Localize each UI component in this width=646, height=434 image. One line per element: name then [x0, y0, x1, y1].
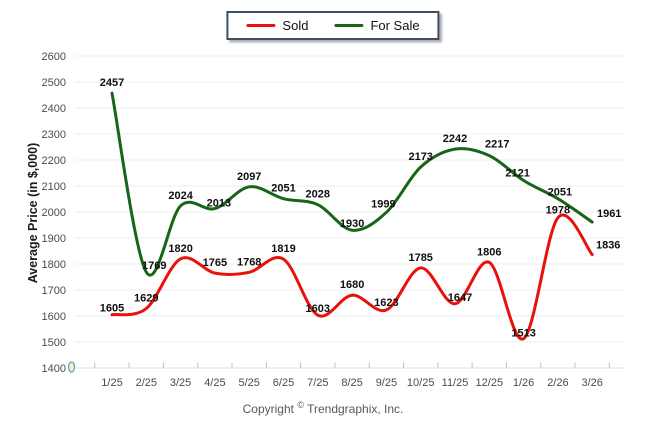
- svg-text:10/25: 10/25: [407, 377, 435, 389]
- svg-text:4/25: 4/25: [204, 377, 225, 389]
- copyright-text: Copyright © Trendgraphix, Inc.: [0, 400, 646, 416]
- svg-text:1513: 1513: [511, 328, 535, 340]
- svg-text:2097: 2097: [237, 171, 261, 183]
- svg-text:1900: 1900: [42, 233, 66, 245]
- svg-text:2121: 2121: [505, 168, 529, 180]
- svg-text:1819: 1819: [271, 243, 295, 255]
- svg-text:2051: 2051: [271, 183, 295, 195]
- svg-text:6/25: 6/25: [273, 377, 294, 389]
- svg-text:1930: 1930: [340, 218, 364, 230]
- copyright-symbol: ©: [297, 400, 304, 410]
- svg-text:2500: 2500: [42, 77, 66, 89]
- svg-text:1/25: 1/25: [101, 377, 122, 389]
- svg-text:1647: 1647: [448, 292, 472, 304]
- svg-text:2217: 2217: [485, 139, 509, 151]
- for-sale-line-swatch: [334, 24, 364, 27]
- svg-text:9/25: 9/25: [376, 377, 397, 389]
- svg-text:2242: 2242: [443, 133, 467, 145]
- sold-line-swatch: [246, 24, 276, 27]
- svg-text:1765: 1765: [203, 257, 227, 269]
- legend-label-sold: Sold: [282, 18, 309, 33]
- svg-text:1629: 1629: [134, 293, 158, 305]
- svg-text:1820: 1820: [168, 243, 192, 255]
- chart-legend: Sold For Sale: [226, 11, 440, 40]
- svg-text:1605: 1605: [100, 303, 124, 315]
- svg-text:1700: 1700: [42, 285, 66, 297]
- legend-label-for-sale: For Sale: [370, 18, 420, 33]
- svg-text:1623: 1623: [374, 297, 398, 309]
- svg-text:1600: 1600: [42, 311, 66, 323]
- svg-text:1400: 1400: [42, 363, 66, 375]
- svg-text:7/25: 7/25: [307, 377, 328, 389]
- legend-item-for-sale: For Sale: [334, 18, 420, 33]
- svg-text:2024: 2024: [168, 190, 193, 202]
- svg-text:2028: 2028: [306, 189, 330, 201]
- svg-text:1603: 1603: [306, 303, 330, 315]
- svg-text:3/26: 3/26: [581, 377, 602, 389]
- svg-text:1800: 1800: [42, 259, 66, 271]
- svg-text:2/25: 2/25: [136, 377, 157, 389]
- svg-text:1680: 1680: [340, 279, 364, 291]
- svg-text:2457: 2457: [100, 77, 124, 89]
- svg-text:1768: 1768: [237, 256, 261, 268]
- svg-text:2300: 2300: [42, 129, 66, 141]
- svg-text:2200: 2200: [42, 155, 66, 167]
- svg-text:1961: 1961: [597, 208, 621, 220]
- svg-text:12/25: 12/25: [476, 377, 504, 389]
- svg-text:1/26: 1/26: [513, 377, 534, 389]
- svg-text:2013: 2013: [207, 198, 231, 210]
- copyright-prefix: Copyright: [242, 402, 294, 416]
- copyright-company: Trendgraphix, Inc.: [307, 402, 404, 416]
- svg-text:1999: 1999: [371, 198, 395, 210]
- svg-text:5/25: 5/25: [238, 377, 259, 389]
- legend-item-sold: Sold: [246, 18, 308, 33]
- svg-text:3/25: 3/25: [170, 377, 191, 389]
- svg-text:1978: 1978: [546, 205, 570, 217]
- svg-text:2000: 2000: [42, 207, 66, 219]
- svg-text:8/25: 8/25: [341, 377, 362, 389]
- svg-text:1806: 1806: [477, 246, 501, 258]
- svg-text:2/26: 2/26: [547, 377, 568, 389]
- svg-text:1769: 1769: [142, 260, 166, 272]
- svg-text:1836: 1836: [596, 240, 620, 252]
- svg-text:2600: 2600: [42, 51, 66, 63]
- svg-text:2173: 2173: [408, 151, 432, 163]
- svg-text:11/25: 11/25: [442, 377, 469, 389]
- svg-text:2051: 2051: [548, 187, 572, 199]
- svg-text:1500: 1500: [42, 337, 66, 349]
- svg-text:1785: 1785: [408, 252, 432, 264]
- svg-text:2100: 2100: [42, 181, 66, 193]
- svg-text:2400: 2400: [42, 103, 66, 115]
